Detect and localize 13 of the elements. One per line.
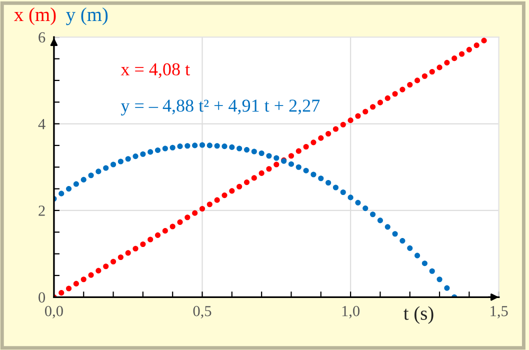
annotation: x = 4,08 t bbox=[120, 63, 190, 78]
y-tick-label: 6 bbox=[38, 32, 46, 43]
y-tick-label: 4 bbox=[38, 119, 46, 130]
text: x (m) bbox=[14, 7, 56, 26]
y-tick-label: 2 bbox=[38, 206, 45, 216]
x-tick-label: 0,5 bbox=[193, 306, 212, 318]
x-tick-label: 1,0 bbox=[342, 306, 360, 318]
x-tick-label: 0,0 bbox=[44, 306, 63, 318]
annotation: y = – 4,88 t² + 4,91 t + 2,27 bbox=[120, 100, 320, 116]
text: y (m) bbox=[66, 7, 108, 26]
x-axis-title: t (s) bbox=[404, 306, 434, 324]
x-tick-label: 1,5 bbox=[490, 306, 508, 318]
y-tick-label: 0 bbox=[38, 292, 46, 303]
